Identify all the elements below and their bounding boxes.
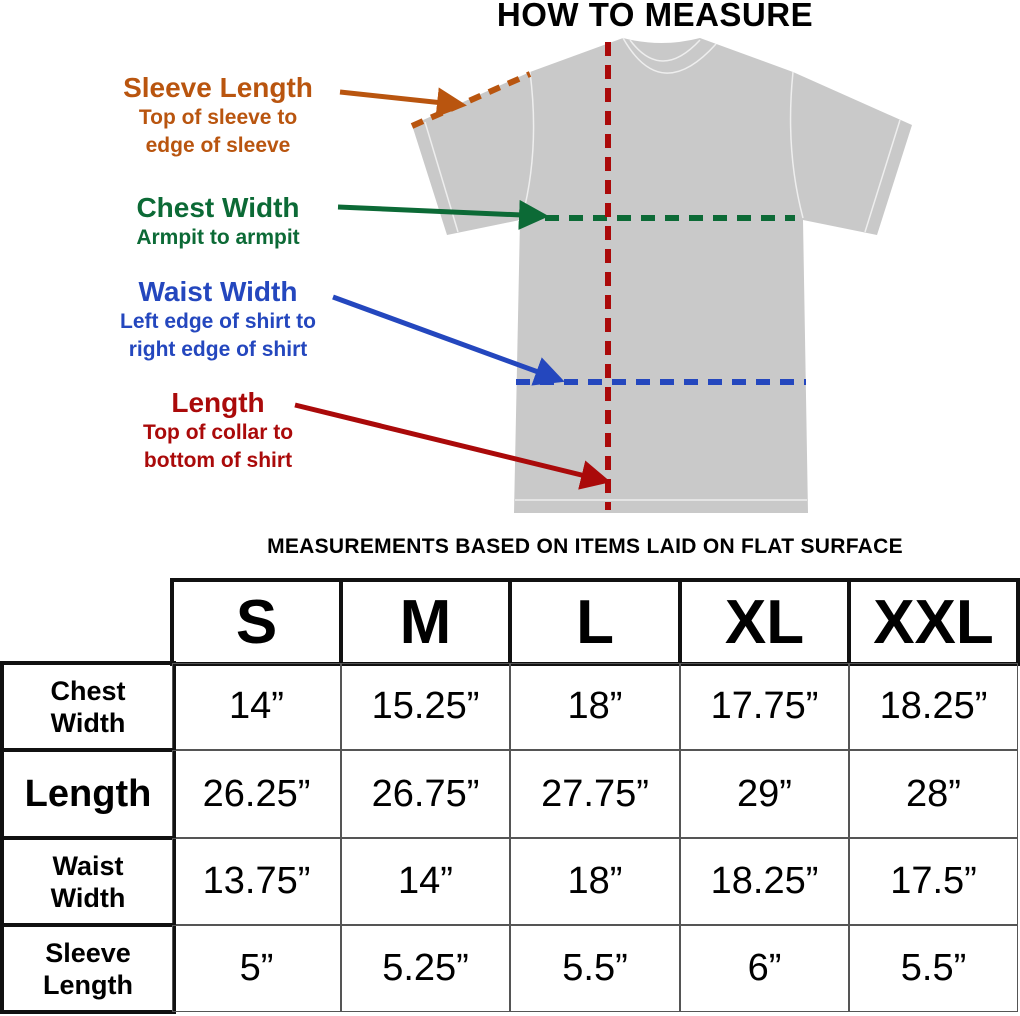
sleeve-measure-line [410,71,532,129]
callout-desc: Top of sleeve to [138,106,298,129]
row-label-text: Sleeve [45,937,131,968]
table-cell: 18” [510,838,680,925]
size-header-s: S [170,578,343,666]
table-cell: 18.25” [680,838,849,925]
callout-desc: Top of collar to [142,421,294,444]
table-cell: 14” [341,838,510,925]
table-cell: 27.75” [510,750,680,838]
callout-heading: Length [171,387,265,418]
table-cell: 5.5” [849,925,1018,1012]
size-header-xxl: XXL [847,578,1020,666]
size-header-l: L [508,578,682,666]
row-label: Sleeve Length [0,923,176,1014]
row-label-text: Width [50,707,126,738]
row-label: Length [0,748,176,840]
callout-length: Length Top of collar to bottom of shirt [68,387,368,475]
table-cell: 26.25” [172,750,341,838]
table-cell: 15.25” [341,663,510,750]
length-arrow-icon [294,402,611,490]
callout-desc: Left edge of shirt to [120,310,316,333]
table-cell: 18” [510,663,680,750]
sleeve-arrow-icon [339,87,467,118]
page-title: HOW TO MEASURE [496,0,814,33]
table-cell: 29” [680,750,849,838]
table-cell: 5.25” [341,925,510,1012]
waist-arrow-icon [332,294,565,386]
callout-heading: Waist Width [138,276,298,307]
row-label-text: Chest [50,675,126,706]
row-label-text: Length [24,773,152,815]
table-cell: 5” [172,925,341,1012]
table-cell: 13.75” [172,838,341,925]
tshirt-diagram [294,37,912,513]
table-cell: 17.5” [849,838,1018,925]
callout-desc: bottom of shirt [143,449,293,472]
callout-desc: Armpit to armpit [136,226,300,249]
callout-heading: Sleeve Length [123,72,313,103]
callout-desc: right edge of shirt [128,338,308,361]
table-cell: 28” [849,750,1018,838]
table-cell: 18.25” [849,663,1018,750]
chest-arrow-icon [337,199,549,230]
size-header-m: M [339,578,512,666]
row-label-text: Width [50,882,126,913]
table-subtitle: MEASUREMENTS BASED ON ITEMS LAID ON FLAT… [267,535,903,558]
row-label-text: Length [43,969,133,1000]
callout-desc: edge of sleeve [145,134,291,157]
size-header-xl: XL [678,578,851,666]
callout-sleeve-length: Sleeve Length Top of sleeve to edge of s… [68,72,368,160]
table-cell: 14” [172,663,341,750]
table-cell: 6” [680,925,849,1012]
row-label: Chest Width [0,661,176,752]
row-label: Waist Width [0,836,176,927]
callout-waist-width: Waist Width Left edge of shirt to right … [68,276,368,364]
row-label-text: Waist [52,850,124,881]
table-cell: 5.5” [510,925,680,1012]
callout-chest-width: Chest Width Armpit to armpit [68,192,368,252]
table-cell: 26.75” [341,750,510,838]
table-cell: 17.75” [680,663,849,750]
callout-heading: Chest Width [136,192,300,223]
shirt-body [412,38,912,513]
